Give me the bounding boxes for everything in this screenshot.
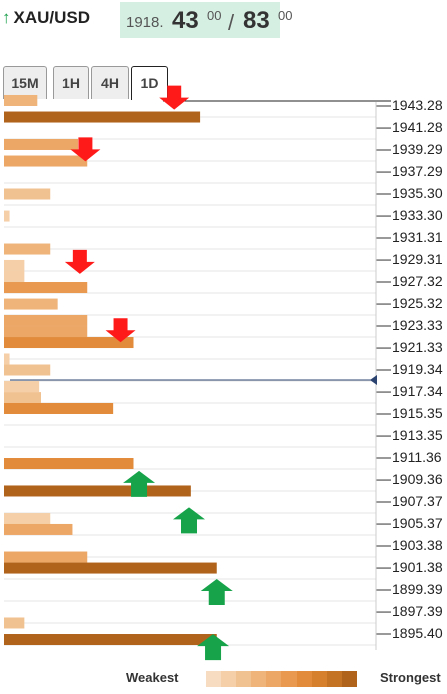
- price-label: 1901.38: [392, 559, 443, 575]
- legend-strongest-label: Strongest: [380, 670, 441, 685]
- price-label: 1903.38: [392, 537, 443, 553]
- legend-swatch: [296, 671, 312, 687]
- legend-swatch: [221, 671, 237, 687]
- confluence-bar: [4, 513, 51, 525]
- instrument-symbol[interactable]: ↑ XAU/USD: [2, 8, 90, 28]
- resistance-down-arrow-icon: [105, 318, 136, 343]
- confluence-bar: [4, 111, 201, 123]
- support-up-arrow-icon: [173, 507, 205, 534]
- price-label: 1927.32: [392, 273, 443, 289]
- legend-swatch: [251, 671, 267, 687]
- legend-swatch: [236, 671, 252, 687]
- confluence-bar: [4, 326, 88, 338]
- price-label: 1913.35: [392, 427, 443, 443]
- price-label: 1941.28: [392, 119, 443, 135]
- bid-prefix: 1918.: [126, 14, 164, 31]
- bid-ask-quote: 1918. 43 00 / 83 00: [120, 2, 292, 38]
- price-label: 1939.29: [392, 141, 443, 157]
- price-up-icon: ↑: [2, 8, 11, 27]
- confluence-bar: [4, 155, 88, 167]
- legend-weakest-label: Weakest: [126, 670, 179, 685]
- confluence-bar: [4, 392, 41, 404]
- confluence-bar: [4, 282, 88, 294]
- price-label: 1929.31: [392, 251, 443, 267]
- tab-1h[interactable]: 1H: [53, 66, 89, 99]
- confluence-bar: [4, 94, 38, 106]
- ask-pips: 83: [243, 7, 270, 34]
- ask-fraction: 00: [278, 8, 293, 23]
- confluence-bar: [4, 381, 40, 393]
- confluence-bar: [4, 210, 10, 222]
- confluence-bar: [4, 270, 25, 282]
- legend-swatch: [266, 671, 282, 687]
- legend-swatch: [206, 671, 222, 687]
- tab-1d[interactable]: 1D: [131, 66, 168, 100]
- legend-swatch: [311, 671, 327, 687]
- resistance-down-arrow-icon: [159, 85, 190, 110]
- price-label: 1937.29: [392, 163, 443, 179]
- price-label: 1921.33: [392, 339, 443, 355]
- confluence-bar: [4, 402, 114, 414]
- support-up-arrow-icon: [197, 634, 230, 661]
- price-label: 1933.30: [392, 207, 443, 223]
- quote-separator: /: [228, 10, 235, 35]
- instrument-header: ↑ XAU/USD 1918. 43 00 / 83 00: [0, 0, 447, 40]
- price-label: 1919.34: [392, 361, 443, 377]
- confluence-bar: [4, 188, 51, 200]
- price-label: 1935.30: [392, 185, 443, 201]
- confluence-bar: [4, 138, 78, 150]
- price-label: 1923.33: [392, 317, 443, 333]
- legend-swatch: [341, 671, 357, 687]
- confluence-bar: [4, 259, 25, 271]
- tab-15m[interactable]: 15M: [3, 66, 47, 99]
- confluence-bar: [4, 353, 10, 365]
- price-label: 1899.39: [392, 581, 443, 597]
- symbol-label: XAU/USD: [13, 8, 91, 27]
- legend-swatch: [281, 671, 297, 687]
- resistance-down-arrow-icon: [70, 137, 101, 162]
- confluence-bar: [4, 551, 88, 563]
- legend-swatch: [326, 671, 342, 687]
- price-label: 1943.28: [392, 97, 443, 113]
- price-label: 1915.35: [392, 405, 443, 421]
- price-label: 1905.37: [392, 515, 443, 531]
- confluence-bar: [4, 562, 217, 574]
- confluence-bar: [4, 337, 134, 349]
- confluence-bar: [4, 364, 51, 376]
- price-label: 1909.36: [392, 471, 443, 487]
- tab-4h[interactable]: 4H: [91, 66, 129, 99]
- support-up-arrow-icon: [200, 578, 233, 605]
- confluence-bar: [4, 243, 51, 255]
- price-label: 1931.31: [392, 229, 443, 245]
- price-label: 1925.32: [392, 295, 443, 311]
- confluence-bar: [4, 634, 217, 646]
- price-label: 1907.37: [392, 493, 443, 509]
- confluence-bar: [4, 298, 58, 310]
- confluence-bar: [4, 523, 73, 535]
- confluence-bar: [4, 314, 88, 326]
- bid-pips: 43: [172, 7, 199, 34]
- support-up-arrow-icon: [123, 470, 156, 497]
- confluence-bar: [4, 617, 25, 629]
- price-label: 1897.39: [392, 603, 443, 619]
- resistance-down-arrow-icon: [64, 249, 95, 274]
- price-label: 1911.36: [392, 449, 442, 465]
- price-label: 1895.40: [392, 625, 443, 641]
- bid-fraction: 00: [207, 8, 222, 23]
- strength-legend-scale: [206, 671, 357, 687]
- current-price-marker: [370, 375, 377, 386]
- confluence-bar: [4, 485, 191, 497]
- price-label: 1917.34: [392, 383, 443, 399]
- confluence-bar: [4, 458, 134, 470]
